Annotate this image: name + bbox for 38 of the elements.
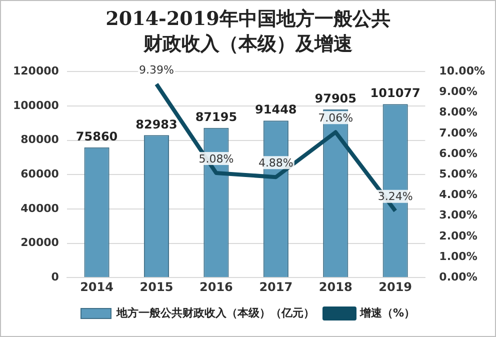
y2-tick-label: 3.00%	[439, 208, 478, 222]
data-label: 3.24%	[378, 190, 413, 204]
data-label: 82983	[136, 117, 178, 132]
y-tick-label: 40000	[20, 202, 60, 215]
chart-title: 2014-2019年中国地方一般公共财政收入（本级）及增速	[104, 7, 392, 57]
data-label: 97905	[314, 92, 356, 106]
y2-tick-label: 6.00%	[439, 146, 478, 160]
y2-tick-label: 0.00%	[439, 270, 478, 284]
x-tick-label: 2017	[259, 280, 293, 294]
x-tick-label: 2014	[80, 280, 114, 294]
data-label: 75860	[76, 130, 118, 144]
x-tick-label: 2016	[199, 280, 233, 294]
y2-tick-label: 8.00%	[439, 106, 478, 119]
y-tick-label: 120000	[12, 64, 60, 78]
y-tick-label: 20000	[20, 236, 60, 250]
data-label: 5.08%	[198, 152, 234, 166]
x-tick-label: 2015	[140, 280, 174, 294]
x-tick-label: 2018	[318, 280, 352, 294]
data-label: 91448	[255, 102, 297, 117]
y2-tick-label: 4.00%	[439, 188, 478, 202]
legend-label: 地方一般公共财政收入（本级）（亿元）	[115, 306, 314, 320]
data-label: 87195	[195, 110, 238, 124]
y-tick-label: 100000	[12, 98, 60, 112]
data-label: 7.06%	[318, 112, 354, 125]
data-label: 101077	[370, 86, 420, 100]
y-tick-label: 0	[51, 270, 60, 284]
y2-tick-label: 10.00%	[439, 64, 486, 78]
y2-tick-label: 1.00%	[439, 250, 478, 263]
data-label: 9.39%	[139, 64, 174, 77]
y-tick-label: 80000	[20, 133, 60, 146]
y2-tick-label: 2.00%	[439, 229, 478, 242]
x-tick-label: 2019	[378, 280, 412, 294]
y2-tick-label: 5.00%	[439, 167, 478, 180]
data-label: 4.88%	[258, 156, 294, 170]
y2-tick-label: 9.00%	[439, 85, 478, 98]
legend-label: 增速（%）	[358, 306, 416, 320]
y2-tick-label: 7.00%	[439, 126, 478, 140]
y-tick-label: 60000	[20, 167, 60, 180]
